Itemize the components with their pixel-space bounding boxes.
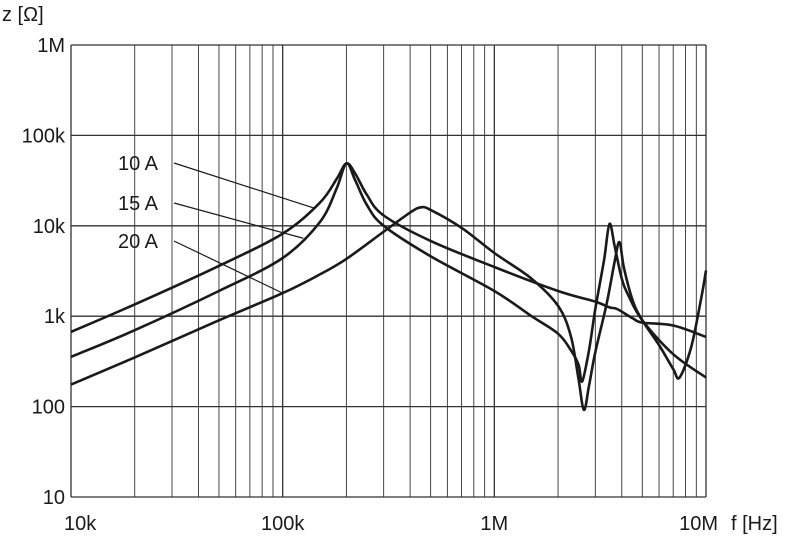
y-tick-label: 10k [33, 216, 66, 238]
legend: 10 A 15 A 20 A [118, 153, 314, 294]
legend-leader-line [173, 202, 304, 239]
grid [70, 44, 707, 498]
series-line-1 [70, 162, 707, 339]
legend-label-3: 20 A [118, 231, 159, 253]
x-tick-label: 10k [64, 513, 97, 535]
tick-labels: 10 100 1k 10k 100k 1M 10k 100k 1M 10M [22, 35, 718, 535]
y-axis-label: z [Ω] [2, 4, 44, 26]
series-line-3 [70, 205, 708, 412]
x-tick-label: 10M [679, 513, 718, 535]
y-tick-label: 1k [44, 306, 66, 328]
legend-label-1: 10 A [118, 153, 159, 175]
y-tick-label: 100 [32, 397, 65, 419]
y-tick-label: 10 [43, 487, 65, 509]
y-tick-label: 1M [37, 35, 65, 57]
x-tick-label: 1M [480, 513, 508, 535]
x-tick-label: 100k [261, 513, 305, 535]
x-axis-label: f [Hz] [731, 513, 778, 535]
series-layer [70, 162, 708, 412]
legend-leader-line [173, 240, 283, 294]
legend-leader-line [173, 162, 314, 209]
series-line-2 [70, 162, 707, 383]
legend-label-2: 15 A [118, 193, 159, 215]
y-tick-label: 100k [22, 125, 66, 147]
